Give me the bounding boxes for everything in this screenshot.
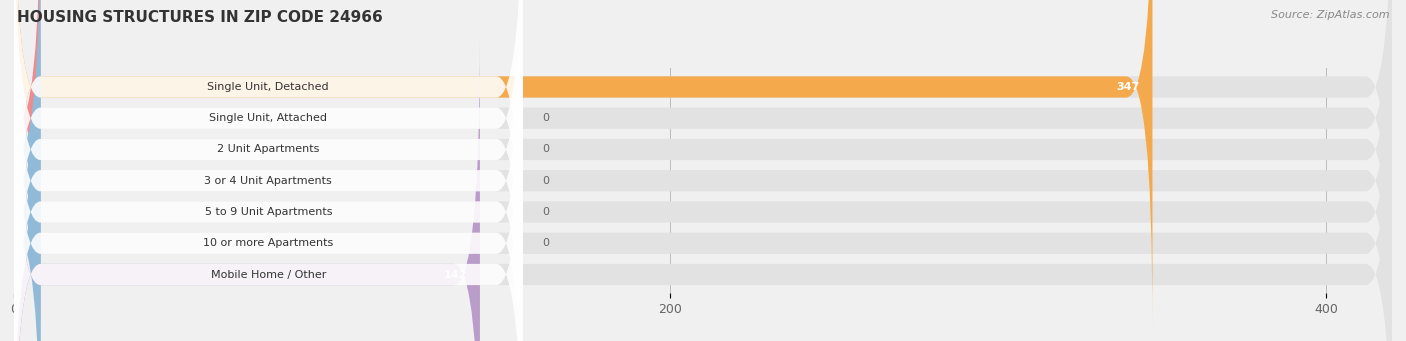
Text: 0: 0 xyxy=(543,207,550,217)
FancyBboxPatch shape xyxy=(14,0,41,341)
FancyBboxPatch shape xyxy=(14,0,1392,341)
Text: 0: 0 xyxy=(543,238,550,248)
FancyBboxPatch shape xyxy=(14,0,523,341)
FancyBboxPatch shape xyxy=(14,0,41,341)
FancyBboxPatch shape xyxy=(14,35,523,341)
FancyBboxPatch shape xyxy=(14,4,1392,341)
FancyBboxPatch shape xyxy=(14,0,41,341)
FancyBboxPatch shape xyxy=(14,0,1392,341)
FancyBboxPatch shape xyxy=(14,0,523,341)
Text: 347: 347 xyxy=(1116,82,1139,92)
FancyBboxPatch shape xyxy=(14,0,1153,326)
Text: 10 or more Apartments: 10 or more Apartments xyxy=(204,238,333,248)
Text: Single Unit, Detached: Single Unit, Detached xyxy=(208,82,329,92)
FancyBboxPatch shape xyxy=(14,35,479,341)
Text: 5 to 9 Unit Apartments: 5 to 9 Unit Apartments xyxy=(204,207,332,217)
FancyBboxPatch shape xyxy=(14,0,523,341)
Text: 0: 0 xyxy=(543,145,550,154)
Text: HOUSING STRUCTURES IN ZIP CODE 24966: HOUSING STRUCTURES IN ZIP CODE 24966 xyxy=(17,10,382,25)
FancyBboxPatch shape xyxy=(14,0,1392,341)
FancyBboxPatch shape xyxy=(14,0,1392,341)
Text: 2 Unit Apartments: 2 Unit Apartments xyxy=(217,145,319,154)
FancyBboxPatch shape xyxy=(14,4,523,341)
Text: 0: 0 xyxy=(543,113,550,123)
FancyBboxPatch shape xyxy=(14,0,1392,326)
FancyBboxPatch shape xyxy=(14,35,1392,341)
Text: Mobile Home / Other: Mobile Home / Other xyxy=(211,269,326,280)
Text: Source: ZipAtlas.com: Source: ZipAtlas.com xyxy=(1271,10,1389,20)
FancyBboxPatch shape xyxy=(14,0,523,341)
Text: 0: 0 xyxy=(543,176,550,186)
Text: 3 or 4 Unit Apartments: 3 or 4 Unit Apartments xyxy=(204,176,332,186)
Text: 142: 142 xyxy=(443,269,467,280)
FancyBboxPatch shape xyxy=(14,0,41,341)
Text: Single Unit, Attached: Single Unit, Attached xyxy=(209,113,328,123)
FancyBboxPatch shape xyxy=(14,0,523,326)
FancyBboxPatch shape xyxy=(14,4,41,341)
